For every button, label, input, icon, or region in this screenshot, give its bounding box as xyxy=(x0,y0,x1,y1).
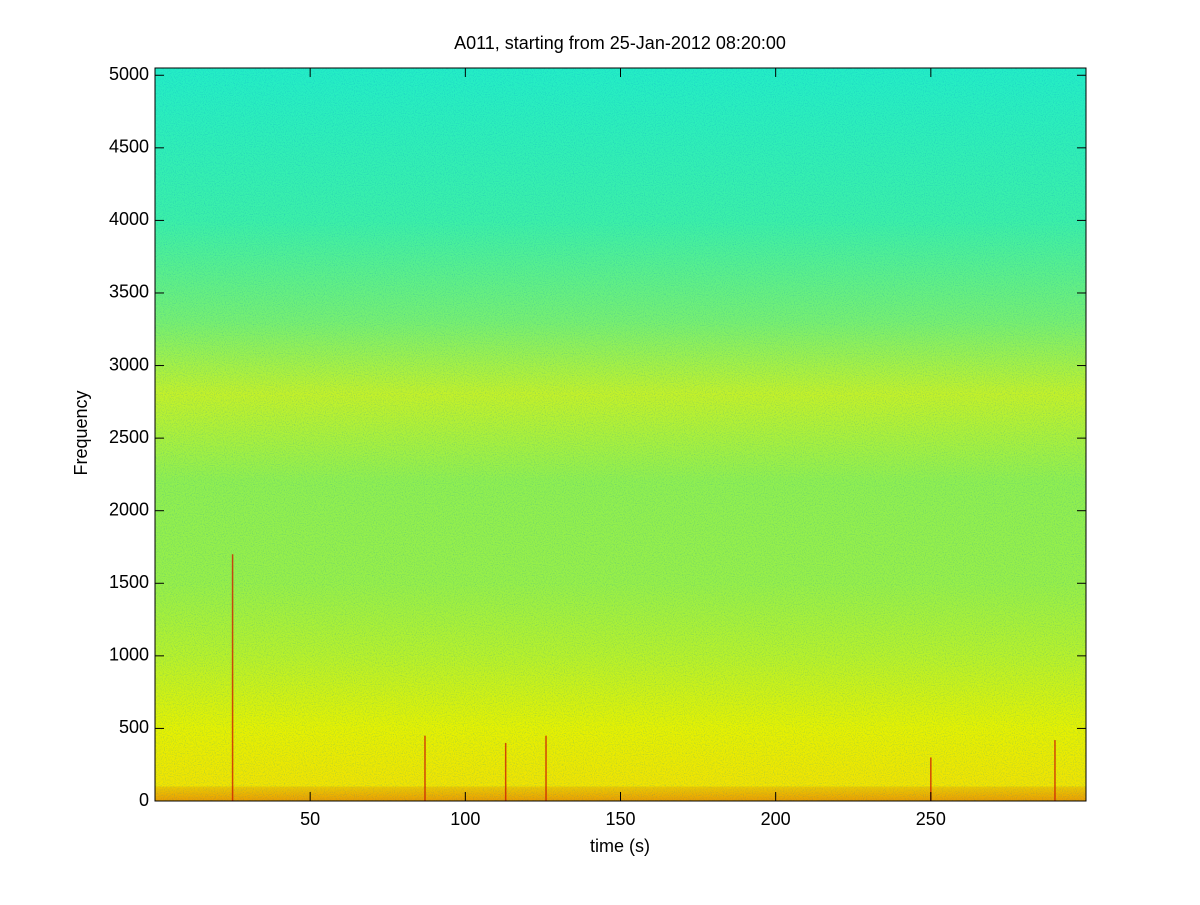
x-tick-label: 250 xyxy=(916,809,946,829)
y-tick-label: 3500 xyxy=(109,282,149,302)
x-tick-label: 100 xyxy=(450,809,480,829)
y-tick-label: 500 xyxy=(119,717,149,737)
y-tick-label: 5000 xyxy=(109,64,149,84)
y-tick-label: 2500 xyxy=(109,427,149,447)
x-tick-label: 200 xyxy=(761,809,791,829)
chart-title: A011, starting from 25-Jan-2012 08:20:00 xyxy=(454,33,786,53)
y-tick-label: 0 xyxy=(139,790,149,810)
y-tick-label: 1000 xyxy=(109,645,149,665)
x-axis-label: time (s) xyxy=(590,836,650,856)
x-tick-label: 150 xyxy=(605,809,635,829)
y-tick-label: 1500 xyxy=(109,572,149,592)
y-tick-label: 3000 xyxy=(109,354,149,374)
spectrogram-texture xyxy=(155,68,1086,801)
y-tick-label: 4000 xyxy=(109,209,149,229)
x-tick-label: 50 xyxy=(300,809,320,829)
y-tick-label: 4500 xyxy=(109,137,149,157)
y-tick-label: 2000 xyxy=(109,499,149,519)
y-axis-label: Frequency xyxy=(71,390,91,475)
